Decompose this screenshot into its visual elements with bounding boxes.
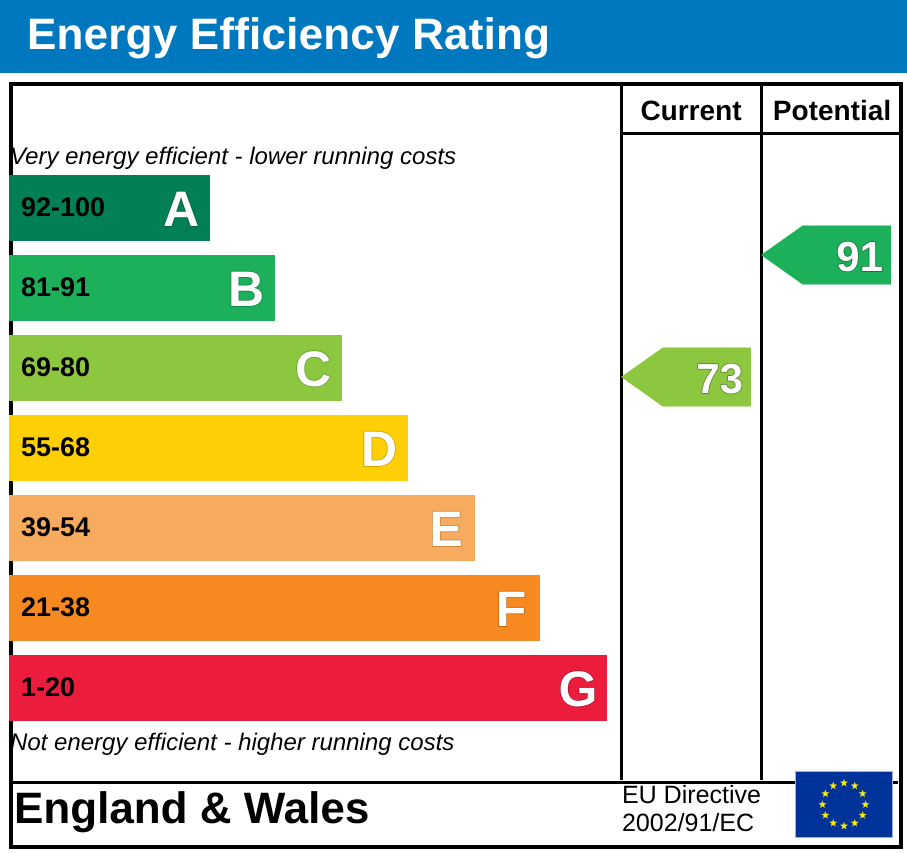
- svg-text:91: 91: [836, 233, 883, 280]
- svg-text:G: G: [559, 661, 598, 717]
- svg-text:C: C: [295, 341, 331, 397]
- svg-text:F: F: [496, 581, 527, 637]
- svg-text:A: A: [163, 181, 199, 237]
- svg-text:D: D: [361, 421, 397, 477]
- svg-text:B: B: [228, 261, 264, 317]
- svg-text:E: E: [429, 501, 462, 557]
- svg-text:73: 73: [696, 355, 743, 402]
